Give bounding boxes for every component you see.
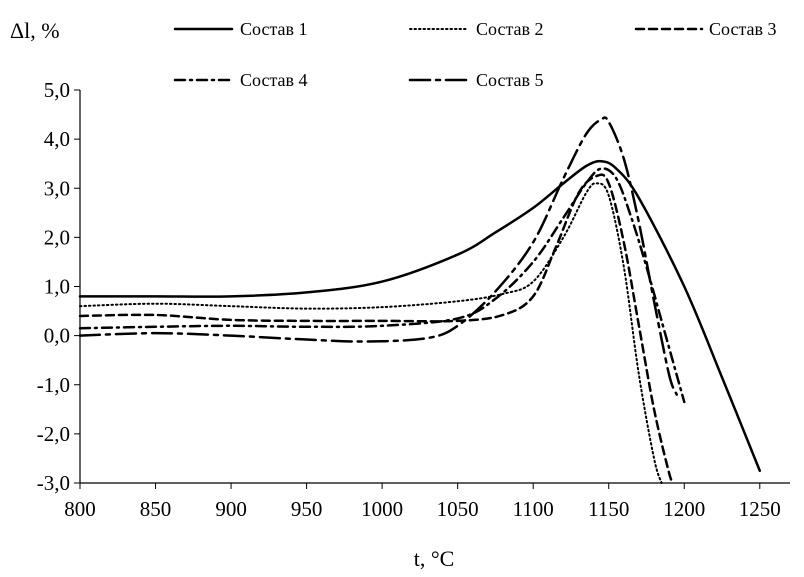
x-tick-label: 1050 — [437, 497, 479, 521]
series-layer — [78, 116, 762, 485]
x-tick-label: 1000 — [361, 497, 403, 521]
x-axis-title: t, °C — [414, 546, 455, 571]
x-tick-label: 1200 — [663, 497, 705, 521]
legend-label-2: Состав 2 — [476, 19, 544, 39]
legend-label-3: Состав 3 — [709, 19, 777, 39]
legend-label-5: Состав 5 — [476, 70, 544, 90]
legend-label-4: Состав 4 — [240, 70, 308, 90]
x-tick-label: 850 — [140, 497, 172, 521]
x-tick-label: 1100 — [513, 497, 554, 521]
y-tick-label: 2,0 — [44, 225, 70, 249]
y-tick-label: -3,0 — [37, 471, 70, 495]
series-line-5 — [78, 116, 678, 396]
y-tick-label: 1,0 — [44, 275, 70, 299]
legend: Состав 1 Состав 2 Состав 3 Состав 4 Состав 5 — [173, 19, 777, 90]
y-axis-title: Δl, % — [10, 18, 60, 43]
y-tick-label: 0,0 — [44, 324, 70, 348]
y-tick-label: -2,0 — [37, 422, 70, 446]
series-line-3 — [78, 173, 675, 485]
x-tick-label: 1250 — [739, 497, 781, 521]
y-tick-label: 4,0 — [44, 127, 70, 151]
x-tick-label: 1150 — [588, 497, 629, 521]
series-line-1 — [78, 159, 762, 472]
x-tick-label: 900 — [215, 497, 247, 521]
y-tick-label: 5,0 — [44, 78, 70, 102]
x-tick-label: 800 — [64, 497, 96, 521]
y-tick-label: -1,0 — [37, 373, 70, 397]
series-line-4 — [78, 167, 686, 404]
x-tick-label: 950 — [291, 497, 323, 521]
y-tick-label: 3,0 — [44, 176, 70, 200]
legend-label-1: Состав 1 — [240, 19, 308, 39]
